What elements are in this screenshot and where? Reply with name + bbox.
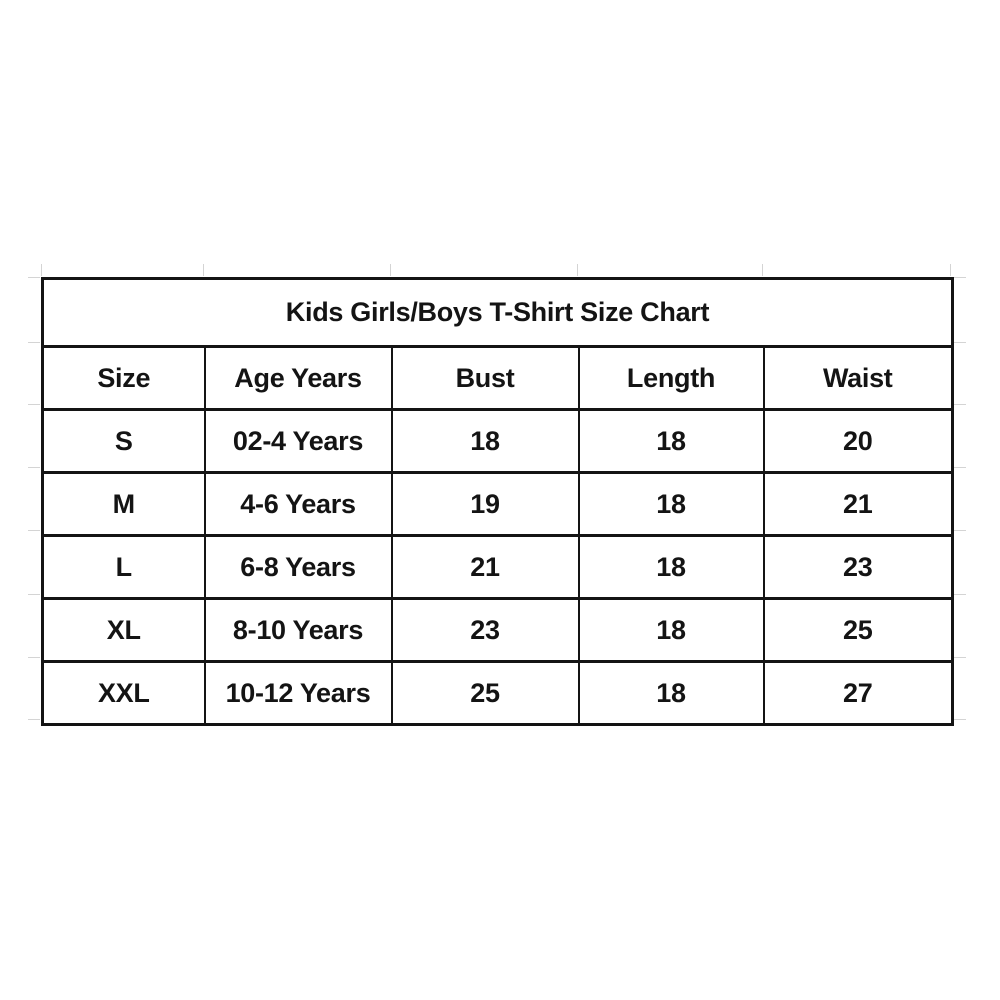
column-header-size: Size <box>41 345 206 411</box>
cell-size: XL <box>41 597 206 663</box>
cell-length: 18 <box>577 471 765 537</box>
gridline-tick <box>28 342 40 343</box>
cell-size: S <box>41 408 206 474</box>
cell-bust: 23 <box>390 597 580 663</box>
cell-waist: 27 <box>762 660 954 726</box>
gridline-tick <box>28 719 40 720</box>
gridline-tick <box>28 530 40 531</box>
gridline-tick <box>954 719 966 720</box>
cell-length: 18 <box>577 534 765 600</box>
gridline-tick <box>954 594 966 595</box>
cell-size: M <box>41 471 206 537</box>
gridline-tick <box>954 530 966 531</box>
cell-waist: 23 <box>762 534 954 600</box>
cell-bust: 21 <box>390 534 580 600</box>
gridline-tick <box>954 404 966 405</box>
cell-size: XXL <box>41 660 206 726</box>
gridline-tick <box>954 277 966 278</box>
table-row-s: S 02-4 Years 18 18 20 <box>41 408 954 474</box>
table-row-l: L 6-8 Years 21 18 23 <box>41 534 954 600</box>
gridline-tick <box>41 264 42 276</box>
title-row: Kids Girls/Boys T-Shirt Size Chart <box>41 277 954 348</box>
gridline-tick <box>28 657 40 658</box>
table-row-xxl: XXL 10-12 Years 25 18 27 <box>41 660 954 726</box>
cell-age-years: 8-10 Years <box>203 597 393 663</box>
cell-length: 18 <box>577 597 765 663</box>
column-header-waist: Waist <box>762 345 954 411</box>
gridline-tick <box>203 264 204 276</box>
cell-length: 18 <box>577 660 765 726</box>
table-bottom-shadow <box>41 724 951 726</box>
table-title: Kids Girls/Boys T-Shirt Size Chart <box>41 277 954 348</box>
cell-age-years: 4-6 Years <box>203 471 393 537</box>
column-header-bust: Bust <box>390 345 580 411</box>
cell-waist: 20 <box>762 408 954 474</box>
cell-waist: 21 <box>762 471 954 537</box>
gridline-tick <box>28 404 40 405</box>
gridline-tick <box>954 657 966 658</box>
size-chart-table: Kids Girls/Boys T-Shirt Size Chart Size … <box>41 277 954 726</box>
header-row: Size Age Years Bust Length Waist <box>41 345 954 411</box>
cell-length: 18 <box>577 408 765 474</box>
cell-bust: 18 <box>390 408 580 474</box>
gridline-tick <box>954 467 966 468</box>
table-row-m: M 4-6 Years 19 18 21 <box>41 471 954 537</box>
column-header-length: Length <box>577 345 765 411</box>
gridline-tick <box>950 264 951 276</box>
cell-size: L <box>41 534 206 600</box>
gridline-tick <box>577 264 578 276</box>
cell-age-years: 10-12 Years <box>203 660 393 726</box>
gridline-tick <box>28 277 40 278</box>
cell-bust: 19 <box>390 471 580 537</box>
cell-age-years: 02-4 Years <box>203 408 393 474</box>
gridline-tick <box>390 264 391 276</box>
gridline-tick <box>954 342 966 343</box>
gridline-tick <box>28 467 40 468</box>
table-row-xl: XL 8-10 Years 23 18 25 <box>41 597 954 663</box>
cell-waist: 25 <box>762 597 954 663</box>
gridline-tick <box>28 594 40 595</box>
cell-bust: 25 <box>390 660 580 726</box>
column-header-age-years: Age Years <box>203 345 393 411</box>
cell-age-years: 6-8 Years <box>203 534 393 600</box>
gridline-tick <box>762 264 763 276</box>
